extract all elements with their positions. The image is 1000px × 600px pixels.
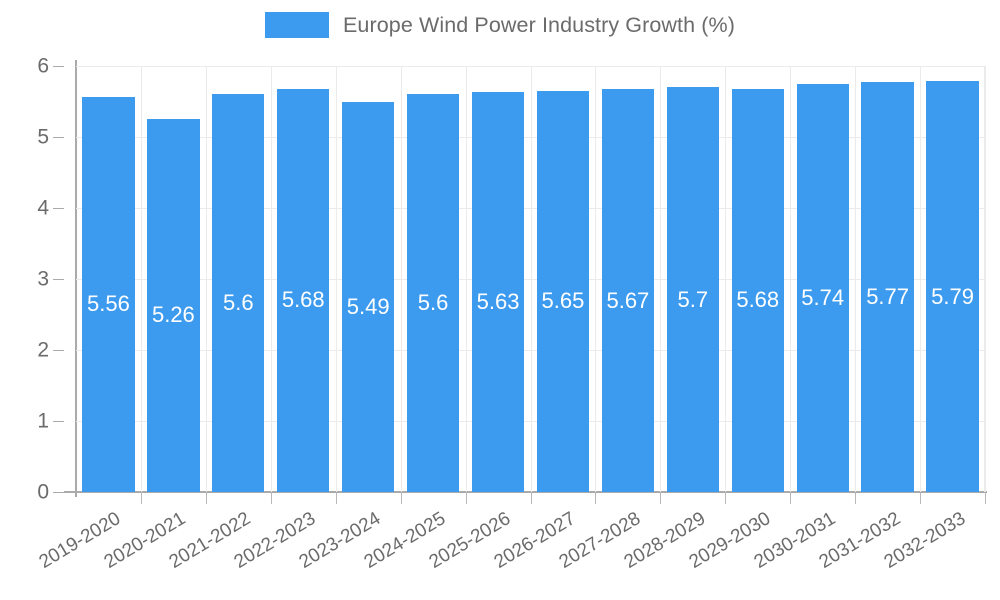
x-axis-tick	[271, 493, 272, 504]
bar-value-label: 5.49	[346, 293, 390, 319]
y-axis-tick-label: 2	[37, 338, 49, 362]
bar[interactable]	[666, 87, 719, 492]
x-gridline	[271, 66, 272, 492]
x-gridline	[855, 66, 856, 492]
x-axis-tick	[466, 493, 467, 504]
bar[interactable]	[82, 97, 135, 492]
x-axis-tick	[206, 493, 207, 504]
x-axis-tick	[531, 493, 532, 504]
plot-area: 5.56 5.26 5.6 5.68 5.49 5.6 5.63 5.65 5.67 5.7 5.6…	[76, 66, 986, 492]
y-axis-tick-label: 0	[37, 480, 49, 504]
legend-color-swatch	[264, 12, 329, 38]
y-axis-tick-label: 4	[37, 196, 49, 220]
x-gridline	[920, 66, 921, 492]
x-axis-tick	[790, 493, 791, 504]
x-gridline	[660, 66, 661, 492]
x-axis-line	[64, 491, 987, 493]
x-gridline	[725, 66, 726, 492]
bar-value-label: 5.63	[476, 289, 520, 315]
bar-value-label: 5.68	[736, 287, 780, 313]
y-gridline	[76, 208, 985, 209]
legend-label: Europe Wind Power Industry Growth (%)	[342, 12, 736, 37]
y-axis-line	[75, 60, 77, 497]
x-gridline	[141, 66, 142, 492]
x-axis-tick	[920, 493, 921, 504]
bar[interactable]	[861, 82, 914, 492]
x-axis-tick	[401, 493, 402, 504]
bar-value-label: 5.56	[87, 291, 130, 317]
bar[interactable]	[212, 94, 265, 492]
y-axis-tick-label: 1	[37, 409, 49, 433]
y-axis-tick	[53, 421, 64, 422]
bar-value-label: 5.68	[281, 287, 325, 313]
bar-value-label: 5.6	[417, 290, 449, 316]
y-axis-tick-label: 5	[37, 125, 49, 149]
bar-value-label: 5.65	[541, 288, 585, 314]
y-axis-tick	[53, 492, 64, 493]
bar[interactable]	[147, 118, 200, 492]
x-gridline	[401, 66, 402, 492]
bar[interactable]	[926, 80, 979, 492]
bar[interactable]	[471, 92, 525, 492]
y-gridline	[76, 137, 985, 138]
y-axis-tick-label: 3	[37, 267, 49, 291]
bar[interactable]	[796, 84, 849, 492]
bar[interactable]	[342, 102, 395, 492]
bar-value-label: 5.7	[677, 286, 709, 312]
x-gridline	[595, 66, 596, 492]
y-gridline	[76, 66, 985, 67]
y-gridline	[76, 279, 985, 280]
y-axis-tick-label: 6	[37, 54, 49, 78]
x-gridline	[985, 66, 986, 492]
bar[interactable]	[731, 88, 784, 492]
x-gridline	[466, 66, 467, 492]
y-gridline	[76, 421, 985, 422]
x-axis-tick	[725, 493, 726, 504]
x-axis-tick	[855, 493, 856, 504]
x-axis-tick	[595, 493, 596, 504]
y-gridline	[76, 350, 985, 351]
bar[interactable]	[277, 88, 330, 492]
x-axis-tick	[985, 493, 986, 504]
bar-value-label: 5.6	[223, 290, 254, 316]
x-axis-tick	[660, 493, 661, 504]
y-axis-tick	[53, 279, 64, 280]
x-gridline	[336, 66, 337, 492]
chart-legend: Europe Wind Power Industry Growth (%)	[0, 12, 1000, 38]
x-axis-tick	[141, 493, 142, 504]
y-axis-tick	[53, 208, 64, 209]
bar[interactable]	[601, 89, 655, 492]
bar-value-label: 5.79	[931, 283, 974, 309]
bar[interactable]	[406, 94, 460, 492]
bar-value-label: 5.67	[606, 287, 650, 313]
y-axis-tick	[53, 137, 64, 138]
x-axis-tick	[336, 493, 337, 504]
bar[interactable]	[536, 90, 590, 492]
y-axis-tick	[53, 350, 64, 351]
bar-value-label: 5.77	[866, 284, 910, 310]
y-axis-tick	[53, 66, 64, 67]
bar-value-label: 5.74	[801, 285, 845, 311]
x-gridline	[531, 66, 532, 492]
bar-value-label: 5.26	[151, 301, 195, 327]
x-gridline	[206, 66, 207, 492]
x-gridline	[790, 66, 791, 492]
